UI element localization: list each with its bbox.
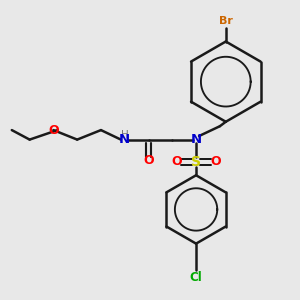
Text: S: S (191, 155, 201, 169)
Text: N: N (190, 133, 202, 146)
Text: O: O (210, 155, 221, 168)
Text: Br: Br (219, 16, 233, 26)
Text: O: O (171, 155, 182, 168)
Text: H: H (121, 130, 129, 140)
Text: Cl: Cl (190, 271, 202, 284)
Text: O: O (143, 154, 154, 167)
Text: O: O (48, 124, 59, 136)
Text: N: N (119, 133, 130, 146)
